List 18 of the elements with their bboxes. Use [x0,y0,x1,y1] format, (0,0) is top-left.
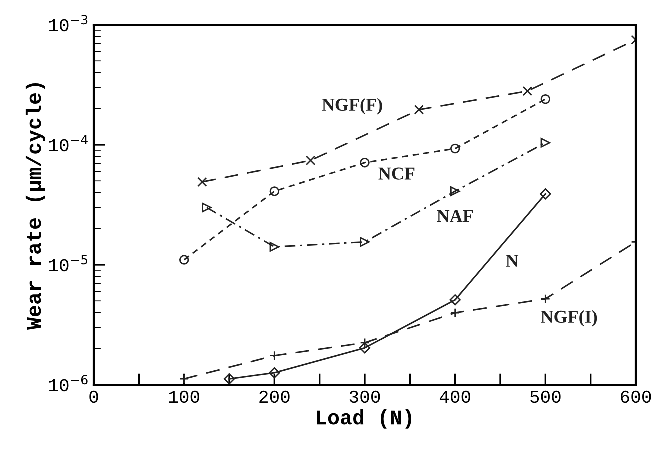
x-tick-label: 300 [350,390,380,404]
x-tick-label: 500 [530,390,561,404]
series-label: N [506,255,519,267]
y-tick-label: 10$^{−3}$ [49,15,88,32]
x-tick-label: 100 [169,390,200,404]
x-tick-label: 400 [440,390,470,404]
x-tick-label: 200 [260,390,290,404]
y-tick-label: 10$^{−5}$ [49,255,88,272]
series-label: NGF(I) [541,310,598,327]
y-axis-title: Wear rate (μm/cycle) [26,83,46,330]
x-axis-title: Load (N) [317,409,412,429]
x-tick-label: 600 [621,390,652,404]
series-label: NGF(F) [322,98,382,115]
series-label: NCF [378,168,415,180]
y-tick-label: 10$^{−6}$ [49,375,88,392]
x-tick-label: 0 [90,390,98,404]
series-label: NAF [437,210,474,222]
y-tick-label: 10$^{−4}$ [49,135,88,152]
